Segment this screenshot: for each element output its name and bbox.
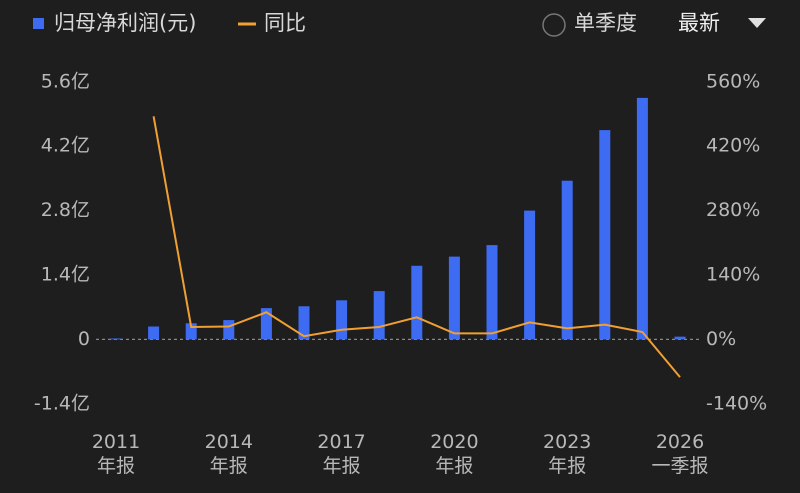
bar [373,291,385,340]
bar [336,300,348,340]
dropdown-arrow[interactable] [748,18,766,28]
legend-swatch [33,18,44,29]
y-tick-label: -1.4亿 [34,392,90,414]
dropdown-label[interactable]: 最新 [678,11,720,35]
bar [148,326,160,340]
sort-dropdown[interactable]: 最新 [678,11,766,35]
bar [185,323,197,340]
bar [674,336,686,340]
bar [298,306,310,340]
toggle-label[interactable]: 单季度 [574,11,637,35]
y2-tick-label: 140% [706,264,760,286]
x-tick-label: 2017 年报 [317,431,365,477]
bar [411,265,423,340]
bar [223,320,235,340]
y-tick-label: 0 [78,328,90,350]
bar [599,130,611,340]
bar [636,97,648,340]
y-tick-label: 2.8亿 [41,199,90,221]
x-tick-label: 2026 一季报 [651,431,708,477]
period-toggle[interactable]: 单季度 [542,11,637,37]
legend-label: 同比 [264,11,306,35]
x-tick-label: 2023 年报 [543,431,591,477]
legend-label: 归母净利润(元) [54,11,196,35]
bar [110,338,122,340]
y-tick-label: 4.2亿 [41,135,90,157]
y2-tick-label: 0% [706,328,736,350]
bar [260,308,272,340]
x-tick-label: 2014 年报 [205,431,253,477]
bar [561,180,573,340]
y2-tick-label: -140% [706,392,767,414]
y2-tick-label: 560% [706,70,760,92]
radio[interactable] [542,13,566,37]
y-tick-label: 5.6亿 [41,70,90,92]
line [152,116,681,378]
y2-tick-label: 280% [706,199,760,221]
x-tick-label: 2011 年报 [92,431,140,477]
y-tick-label: 1.4亿 [41,264,90,286]
x-tick-label: 2020 年报 [430,431,478,477]
bar [524,210,536,340]
y2-tick-label: 420% [706,135,760,157]
bar [486,245,498,340]
bar [448,256,460,340]
